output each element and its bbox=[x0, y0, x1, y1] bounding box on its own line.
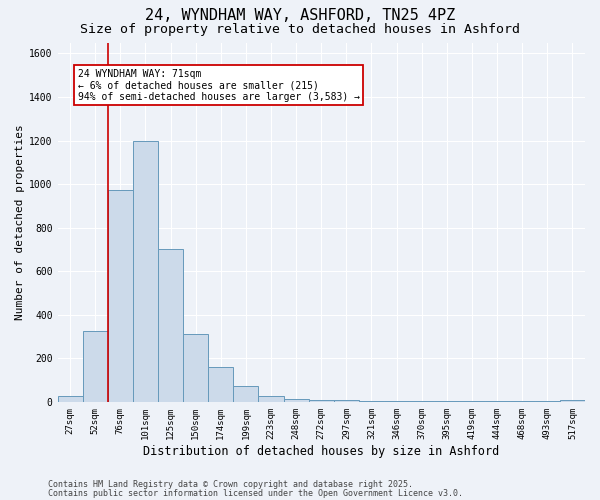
Bar bbox=[560, 400, 585, 402]
Text: 24, WYNDHAM WAY, ASHFORD, TN25 4PZ: 24, WYNDHAM WAY, ASHFORD, TN25 4PZ bbox=[145, 8, 455, 22]
Bar bbox=[434, 401, 460, 402]
Bar bbox=[133, 140, 158, 402]
Bar bbox=[183, 334, 208, 402]
Bar bbox=[208, 367, 233, 402]
Text: Contains HM Land Registry data © Crown copyright and database right 2025.: Contains HM Land Registry data © Crown c… bbox=[48, 480, 413, 489]
Bar bbox=[58, 396, 83, 402]
Bar bbox=[309, 400, 334, 402]
Y-axis label: Number of detached properties: Number of detached properties bbox=[15, 124, 25, 320]
Bar bbox=[359, 400, 384, 402]
Bar bbox=[535, 401, 560, 402]
Bar bbox=[384, 400, 409, 402]
Bar bbox=[83, 331, 108, 402]
Bar bbox=[485, 401, 509, 402]
Bar bbox=[284, 398, 309, 402]
Bar bbox=[259, 396, 284, 402]
Bar bbox=[509, 401, 535, 402]
X-axis label: Distribution of detached houses by size in Ashford: Distribution of detached houses by size … bbox=[143, 444, 499, 458]
Bar bbox=[233, 386, 259, 402]
Bar bbox=[460, 401, 485, 402]
Text: 24 WYNDHAM WAY: 71sqm
← 6% of detached houses are smaller (215)
94% of semi-deta: 24 WYNDHAM WAY: 71sqm ← 6% of detached h… bbox=[77, 68, 359, 102]
Text: Contains public sector information licensed under the Open Government Licence v3: Contains public sector information licen… bbox=[48, 488, 463, 498]
Bar bbox=[409, 400, 434, 402]
Text: Size of property relative to detached houses in Ashford: Size of property relative to detached ho… bbox=[80, 22, 520, 36]
Bar bbox=[108, 190, 133, 402]
Bar bbox=[158, 250, 183, 402]
Bar bbox=[334, 400, 359, 402]
